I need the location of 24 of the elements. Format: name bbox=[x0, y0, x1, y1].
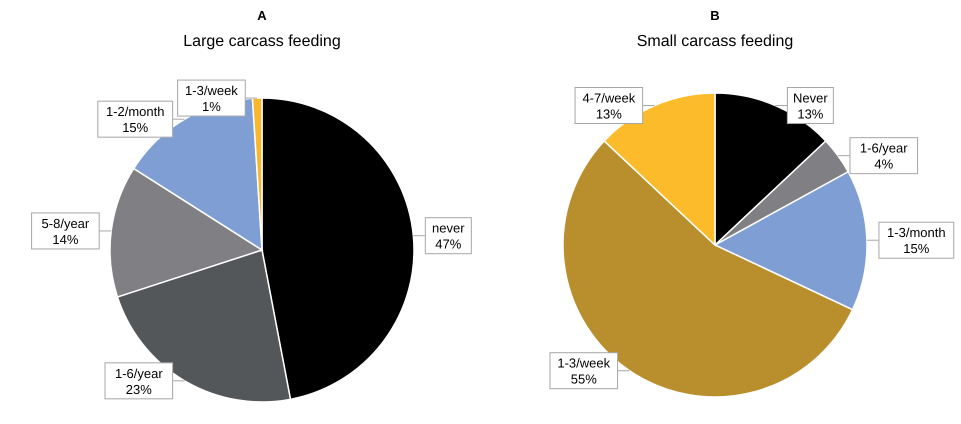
chart-title: A bbox=[257, 8, 268, 23]
slice-label: 1-2/month bbox=[106, 104, 164, 120]
slice-label: 5-8/year bbox=[42, 216, 90, 231]
chart-subtitle: Small carcass feeding bbox=[636, 33, 794, 50]
data-label: 55% bbox=[570, 372, 598, 387]
data-label: 15% bbox=[903, 241, 930, 256]
data-label: 13% bbox=[797, 106, 824, 122]
slice-label: 1-6/year bbox=[860, 140, 908, 156]
slice-label: 1-3/week bbox=[557, 356, 611, 371]
data-label: 47% bbox=[435, 236, 462, 252]
data-label: 13% bbox=[596, 106, 622, 122]
slice-label: never bbox=[432, 220, 466, 236]
slice-label: Never bbox=[793, 90, 828, 106]
chart-subtitle: Large carcass feeding bbox=[183, 33, 341, 50]
data-label: 15% bbox=[122, 120, 149, 136]
slice-label: 1-3/month bbox=[887, 225, 946, 240]
data-label: 14% bbox=[52, 232, 79, 247]
data-label: 23% bbox=[126, 382, 152, 397]
data-label: 4% bbox=[874, 156, 894, 172]
slice-label: 1-3/week bbox=[185, 83, 238, 98]
data-label: 1% bbox=[202, 99, 222, 114]
slice-label: 4-7/week bbox=[582, 90, 636, 106]
chart-title: B bbox=[710, 8, 720, 23]
slice-label: 1-6/year bbox=[114, 366, 164, 381]
